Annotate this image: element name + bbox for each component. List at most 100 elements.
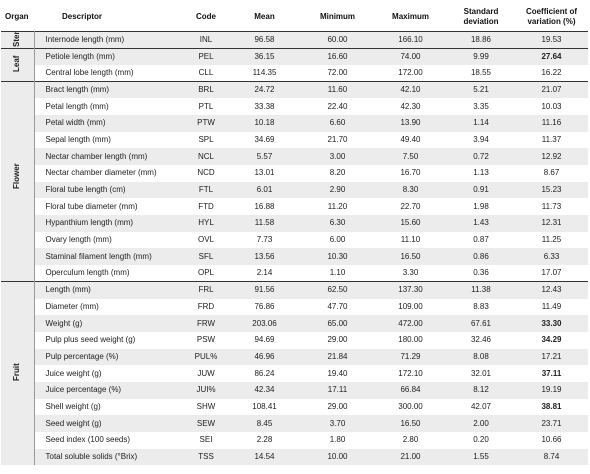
code-cell: OVL	[197, 235, 214, 245]
table-row: Floral tube diameter (mm) FTD 16.88 11.20 22…	[1, 198, 588, 215]
std-cell: 0.36	[473, 268, 489, 278]
mean-cell: 5.57	[228, 148, 301, 165]
code-cell: FTL	[184, 181, 228, 199]
header-descriptor: Descriptor	[62, 11, 103, 21]
std-cell: 32.01	[470, 368, 492, 378]
mean-cell: 14.54	[228, 448, 301, 466]
code-cell: CLL	[198, 67, 214, 77]
mean-cell: 94.69	[254, 335, 275, 345]
mean-cell: 2.14	[256, 268, 273, 278]
code-cell: TSS	[184, 448, 228, 466]
mean-cell: 86.24	[254, 368, 275, 378]
descriptor-cell: Sepal length (mm)	[45, 134, 111, 144]
descriptor-statistics-table: Organ Descriptor Code Mean Minimum Maxim…	[1, 2, 588, 466]
minimum-cell: 29.00	[327, 401, 348, 411]
header-row: Organ Descriptor Code Mean Minimum Maxim…	[1, 2, 588, 32]
organ-cell: Fruit	[1, 281, 35, 466]
mean-cell: 6.01	[228, 181, 301, 199]
cv-cell: 10.03	[541, 101, 562, 111]
maximum-cell: 16.50	[374, 248, 447, 266]
mean-cell: 108.41	[252, 401, 277, 411]
std-cell: 67.61	[447, 315, 515, 332]
cv-cell: 17.21	[515, 348, 588, 366]
organ-cell: Flower	[1, 81, 35, 282]
cv-cell: 12.43	[515, 281, 588, 299]
minimum-cell: 10.30	[301, 248, 374, 266]
table-row: Seed weight (g) SEW 8.45 3.70 16.50 2.00 23.71	[1, 415, 588, 432]
table-row: Seed index (100 seeds) SEI 2.28 1.80 2.80 0.2…	[1, 432, 588, 449]
code-cell: SHW	[196, 401, 216, 411]
minimum-cell: 6.60	[301, 114, 374, 132]
cv-cell: 6.33	[515, 248, 588, 266]
minimum-cell: 10.00	[301, 448, 374, 466]
mean-cell: 13.56	[228, 248, 301, 266]
minimum-cell: 29.00	[327, 335, 348, 345]
std-cell: 9.99	[447, 48, 515, 65]
minimum-cell: 6.30	[301, 215, 374, 232]
code-cell: PUL%	[184, 348, 228, 366]
std-cell: 32.46	[470, 335, 492, 345]
mean-cell: 8.45	[228, 415, 301, 432]
organ-cell: Leaf	[1, 48, 35, 82]
header-code: Code	[196, 11, 216, 21]
table-row: Hypanthium length (mm) HYL 11.58 6.30 15.60 1…	[1, 215, 588, 232]
minimum-cell: 72.00	[327, 67, 348, 77]
code-cell: FRL	[184, 281, 228, 299]
mean-cell: 42.34	[228, 381, 301, 399]
organ-group-leaf: Leaf Petiole length (mm) PEL 36.15 16.60 74.0…	[1, 48, 588, 82]
table-row: Stem Internode length (mm) INL 96.58 60.00 16…	[1, 31, 588, 49]
descriptor-cell: Staminal filament length (mm)	[34, 248, 184, 266]
maximum-cell: 16.50	[374, 415, 447, 432]
table-row: Ovary length (mm) OVL 7.73 6.00 11.10 0.87 11.…	[1, 232, 588, 249]
std-cell: 1.55	[447, 448, 515, 466]
cv-cell: 17.07	[541, 268, 562, 278]
table-row: Nectar chamber length (mm) NCL 5.57 3.00 7.5…	[1, 148, 588, 165]
mean-cell: 10.18	[228, 114, 301, 132]
mean-cell: 96.58	[228, 31, 301, 49]
cv-cell: 11.73	[541, 201, 562, 211]
table-row: Diameter (mm) FRD 76.86 47.70 109.00 8.83 11.4…	[1, 299, 588, 316]
table-row: Operculum length (mm) OPL 2.14 1.10 3.30 0.36…	[1, 265, 588, 282]
code-cell: PSW	[196, 335, 216, 345]
descriptor-cell: Bract length (mm)	[34, 81, 184, 99]
maximum-cell: 180.00	[398, 335, 423, 345]
organ-group-stem: Stem Internode length (mm) INL 96.58 60.00 16…	[1, 31, 588, 49]
code-cell: INL	[184, 31, 228, 49]
code-cell: NCD	[197, 168, 215, 178]
descriptor-cell: Operculum length (mm)	[45, 268, 130, 278]
code-cell: HYL	[184, 215, 228, 232]
organ-group-flower: Flower Bract length (mm) BRL 24.72 11.60 42.1…	[1, 81, 588, 282]
descriptor-cell: Ovary length (mm)	[45, 235, 112, 245]
minimum-cell: 47.70	[327, 301, 348, 311]
maximum-cell: 66.84	[374, 381, 447, 399]
code-cell: PTL	[198, 101, 214, 111]
descriptor-cell: Central lobe length (mm)	[45, 67, 134, 77]
minimum-cell: 62.50	[301, 281, 374, 299]
minimum-cell: 3.70	[301, 415, 374, 432]
minimum-cell: 2.90	[301, 181, 374, 199]
cv-cell: 11.37	[541, 134, 562, 144]
descriptor-cell: Petal width (mm)	[34, 114, 184, 132]
minimum-cell: 22.40	[327, 101, 348, 111]
std-cell: 1.13	[473, 168, 489, 178]
mean-cell: 36.15	[228, 48, 301, 65]
organ-label: Leaf	[12, 55, 22, 72]
code-cell: FRW	[184, 315, 228, 332]
maximum-cell: 2.80	[402, 435, 419, 445]
header-coefficient-of-variation: Coefficient of variation (%)	[525, 7, 578, 26]
std-cell: 0.86	[447, 248, 515, 266]
table-row: Weight (g) FRW 203.06 65.00 472.00 67.61 33.30	[1, 315, 588, 332]
table-row: Fruit Length (mm) FRL 91.56 62.50 137.30 11.38…	[1, 281, 588, 466]
code-cell: JUI%	[184, 381, 228, 399]
descriptor-cell: Floral tube length (cm)	[34, 181, 184, 199]
organ-label: Stem	[12, 31, 22, 47]
code-cell: PEL	[184, 48, 228, 65]
cv-cell: 11.49	[541, 301, 562, 311]
cv-cell: 12.92	[515, 148, 588, 165]
descriptor-cell: Hypanthium length (mm)	[34, 215, 184, 232]
descriptor-cell: Weight (g)	[34, 315, 184, 332]
minimum-cell: 3.00	[301, 148, 374, 165]
table-row: Leaf Petiole length (mm) PEL 36.15 16.60 74.0…	[1, 48, 588, 82]
cv-cell: 19.53	[515, 31, 588, 49]
table-row: Staminal filament length (mm) SFL 13.56 10.…	[1, 248, 588, 266]
